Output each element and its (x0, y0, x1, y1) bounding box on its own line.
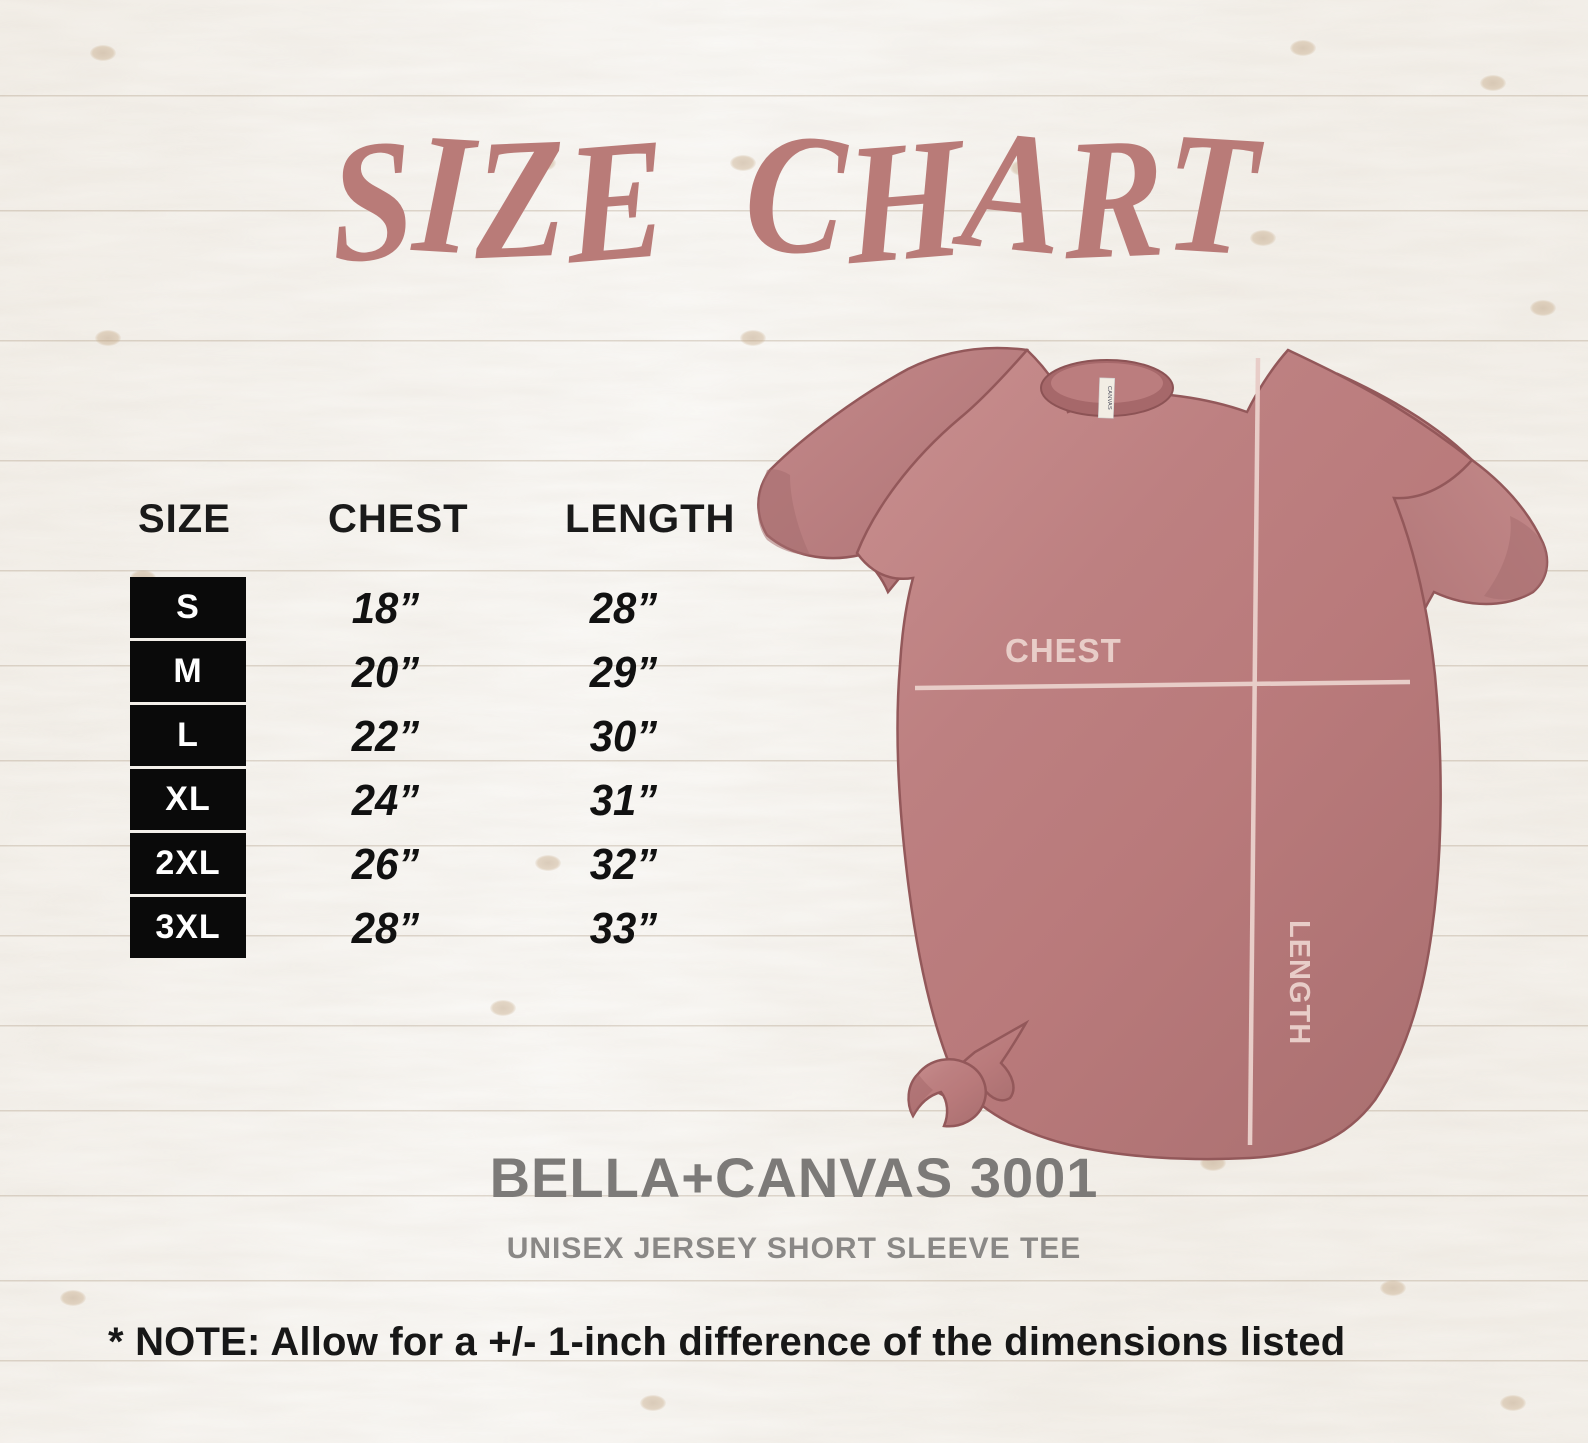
svg-text:CANVAS: CANVAS (1106, 386, 1112, 410)
svg-text:LENGTH: LENGTH (1283, 920, 1315, 1045)
svg-text:CHEST: CHEST (1005, 632, 1122, 669)
